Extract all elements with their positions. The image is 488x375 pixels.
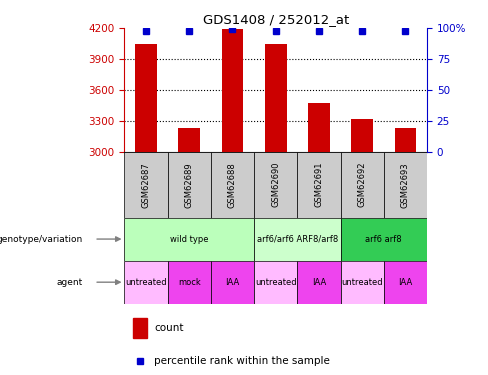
Text: GSM62689: GSM62689 bbox=[185, 162, 194, 207]
Bar bbox=[297, 261, 341, 304]
Bar bbox=[211, 152, 254, 217]
Bar bbox=[341, 261, 384, 304]
Text: percentile rank within the sample: percentile rank within the sample bbox=[154, 356, 330, 366]
Title: GDS1408 / 252012_at: GDS1408 / 252012_at bbox=[203, 13, 349, 26]
Bar bbox=[179, 128, 200, 152]
Bar bbox=[265, 44, 286, 152]
Bar bbox=[351, 119, 373, 152]
Bar bbox=[341, 152, 384, 217]
Bar bbox=[168, 261, 211, 304]
Text: genotype/variation: genotype/variation bbox=[0, 235, 83, 244]
Text: untreated: untreated bbox=[255, 278, 297, 286]
Text: IAA: IAA bbox=[312, 278, 326, 286]
Text: mock: mock bbox=[178, 278, 201, 286]
Bar bbox=[124, 217, 254, 261]
Bar bbox=[384, 261, 427, 304]
Text: arf6 arf8: arf6 arf8 bbox=[366, 235, 402, 244]
Text: GSM62691: GSM62691 bbox=[314, 162, 324, 207]
Bar bbox=[384, 152, 427, 217]
Text: GSM62692: GSM62692 bbox=[358, 162, 366, 207]
Text: wild type: wild type bbox=[170, 235, 208, 244]
Bar bbox=[222, 29, 244, 152]
Bar bbox=[254, 217, 341, 261]
Text: untreated: untreated bbox=[125, 278, 167, 286]
Text: untreated: untreated bbox=[341, 278, 383, 286]
Bar bbox=[341, 217, 427, 261]
Bar bbox=[135, 44, 157, 152]
Bar bbox=[254, 152, 297, 217]
Bar bbox=[254, 261, 297, 304]
Text: count: count bbox=[154, 323, 183, 333]
Bar bbox=[168, 152, 211, 217]
Text: arf6/arf6 ARF8/arf8: arf6/arf6 ARF8/arf8 bbox=[257, 235, 338, 244]
Text: GSM62688: GSM62688 bbox=[228, 162, 237, 208]
Text: GSM62693: GSM62693 bbox=[401, 162, 410, 207]
Bar bbox=[297, 152, 341, 217]
Text: IAA: IAA bbox=[225, 278, 240, 286]
Text: IAA: IAA bbox=[398, 278, 412, 286]
Bar bbox=[211, 261, 254, 304]
Bar bbox=[133, 318, 147, 338]
Bar bbox=[124, 152, 168, 217]
Text: GSM62687: GSM62687 bbox=[142, 162, 151, 208]
Bar bbox=[124, 261, 168, 304]
Text: agent: agent bbox=[57, 278, 83, 286]
Text: GSM62690: GSM62690 bbox=[271, 162, 280, 207]
Bar bbox=[395, 128, 416, 152]
Bar bbox=[308, 104, 330, 152]
